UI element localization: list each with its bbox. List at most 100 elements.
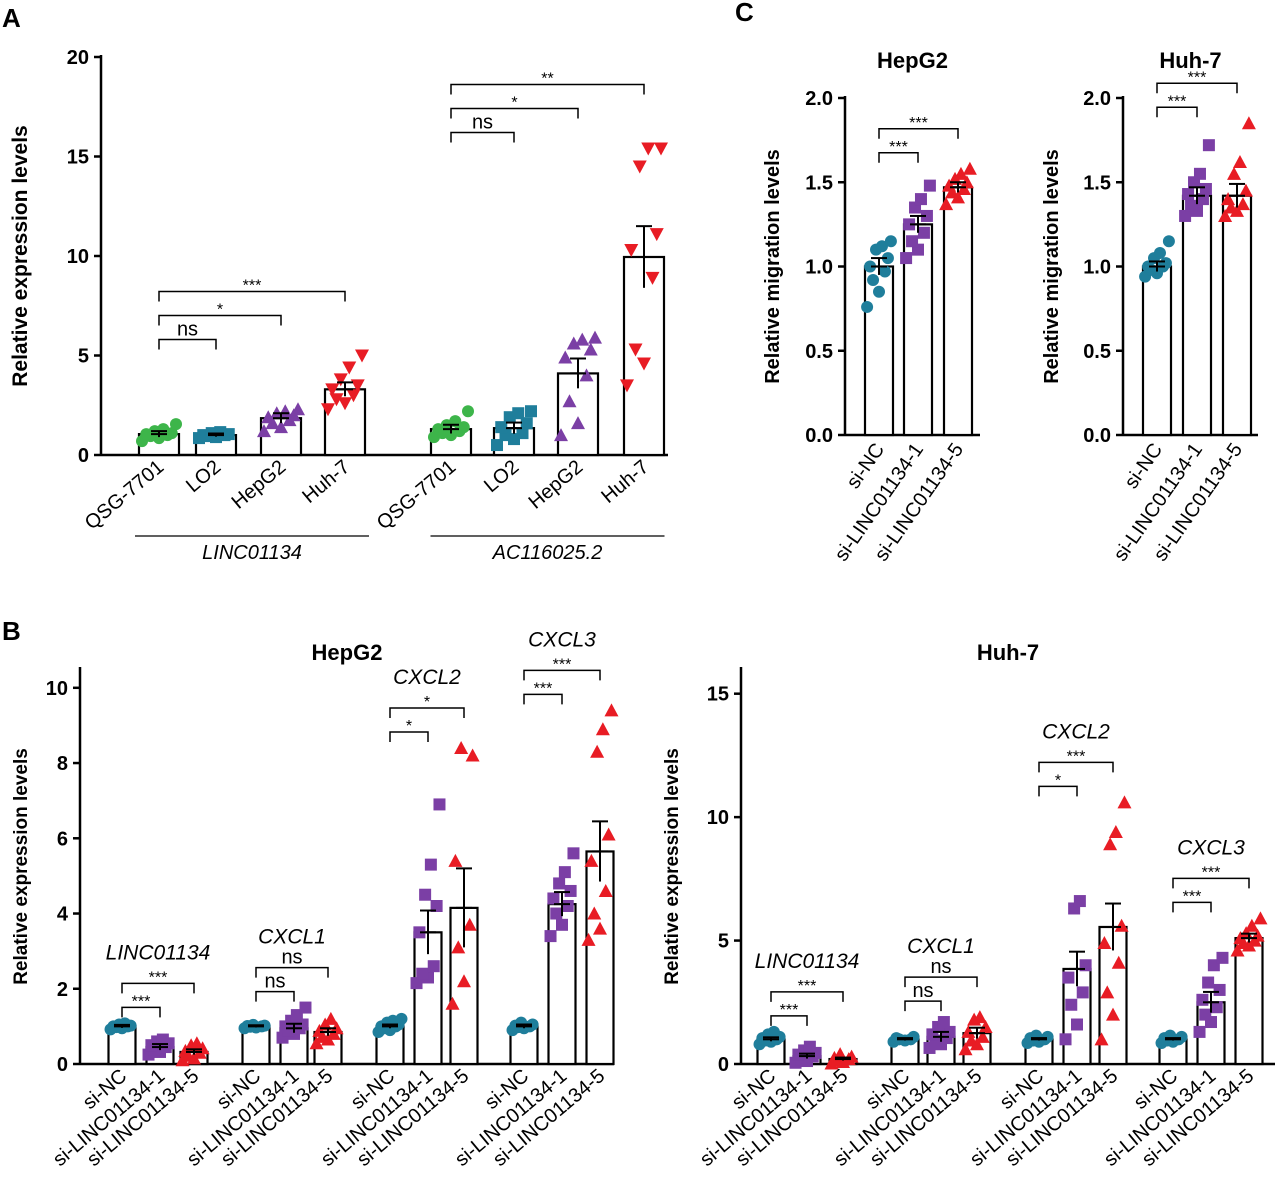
data-point [1117, 795, 1132, 809]
group-label: CXCL1 [907, 935, 975, 958]
data-point [637, 357, 651, 371]
data-point [1179, 209, 1192, 222]
group-label: AC116025.2 [492, 542, 603, 564]
data-point [355, 349, 369, 363]
data-point [1041, 1030, 1054, 1043]
significance-label: ns [912, 980, 933, 1002]
data-point [881, 252, 894, 265]
significance-bracket [1038, 761, 1114, 773]
significance-label: ** [541, 71, 553, 88]
data-point [1241, 116, 1256, 130]
y-axis-label: Relative expression levels [662, 748, 683, 985]
significance-label: *** [1067, 748, 1086, 765]
data-point [321, 403, 335, 417]
data-point [628, 343, 643, 357]
significance-bracket [255, 966, 329, 978]
y-tick-label: 1.0 [805, 257, 833, 279]
category-label: QSG-7701 [373, 456, 460, 534]
data-point [562, 394, 577, 408]
significance-label: *** [798, 978, 817, 995]
data-point [598, 883, 613, 897]
significance-label: *** [1202, 864, 1221, 881]
y-axis-label: Relative expression levels [9, 125, 32, 387]
data-point [1199, 182, 1212, 195]
data-point [430, 900, 443, 912]
data-point [329, 393, 344, 407]
data-point [1193, 1025, 1206, 1038]
y-tick-label: 15 [707, 684, 729, 706]
data-point [1142, 260, 1155, 273]
data-point [170, 418, 182, 431]
data-point [1244, 918, 1259, 932]
data-point [1065, 998, 1078, 1011]
significance-bracket [904, 976, 978, 988]
data-point [1108, 824, 1123, 838]
data-point [1230, 203, 1244, 217]
category-label: HepG2 [228, 456, 291, 514]
data-point [620, 379, 634, 393]
significance-bracket [770, 991, 844, 1002]
data-point [1218, 208, 1233, 222]
significance-bracket [770, 1015, 808, 1026]
significance-label: * [424, 694, 430, 711]
chart-title: Huh-7 [1159, 48, 1221, 73]
data-point [1232, 155, 1247, 169]
data-point [558, 350, 573, 364]
group-label: LINC01134 [755, 950, 860, 973]
data-point [588, 330, 602, 344]
group-label: LINC01134 [202, 542, 302, 564]
significance-bracket [1038, 785, 1078, 797]
category-label: LO2 [182, 456, 225, 497]
category-label: HepG2 [525, 456, 588, 514]
data-point [1210, 1001, 1223, 1014]
data-point [1193, 167, 1206, 180]
bar [622, 255, 666, 457]
data-point [395, 1012, 408, 1025]
data-point [953, 166, 968, 180]
data-point [566, 336, 581, 350]
y-tick-label: 2.0 [1083, 88, 1111, 110]
data-point [520, 417, 533, 430]
significance-bracket [1172, 877, 1250, 889]
data-point [558, 866, 571, 879]
data-point [917, 226, 930, 239]
data-point [1094, 1032, 1109, 1046]
data-point [274, 420, 288, 434]
data-point [525, 405, 537, 418]
data-point [958, 1042, 973, 1056]
chart-panel-C1: C HepG2 0.0 0.5 1.0 1.5 2.0 Relative migration … [735, 0, 980, 565]
panel-letter: C [735, 0, 754, 27]
data-point [861, 300, 874, 313]
bar [942, 186, 974, 437]
significance-bracket [121, 1006, 161, 1018]
data-point [920, 209, 933, 222]
category-label: QSG-7701 [81, 456, 168, 534]
data-point [1175, 1030, 1188, 1043]
data-point [1103, 837, 1118, 851]
data-point [632, 160, 647, 174]
data-point [156, 1033, 169, 1046]
data-point [1202, 139, 1215, 152]
data-point [547, 892, 560, 905]
significance-label: ns [264, 971, 285, 993]
y-axis-label: Relative expression levels [11, 748, 32, 985]
data-point [584, 853, 599, 867]
significance-bracket [121, 982, 195, 994]
group-label: CXCL2 [1042, 720, 1110, 743]
data-point [189, 1036, 204, 1050]
significance-bracket [255, 990, 295, 1002]
data-point [1196, 993, 1209, 1006]
data-point [604, 703, 619, 717]
significance-bracket [1172, 901, 1212, 913]
significance-label: ns [472, 112, 493, 134]
data-point [587, 906, 602, 920]
significance-bracket [878, 152, 919, 163]
significance-bracket [450, 107, 579, 119]
bar-group: QSG-7701 LO2 HepG2 Huh-7ns***AC116025.2 [373, 71, 668, 564]
data-point [1111, 955, 1126, 969]
data-point [526, 1018, 539, 1031]
significance-label: *** [909, 115, 928, 132]
bar [585, 850, 615, 1066]
y-tick-label: 15 [67, 147, 89, 169]
